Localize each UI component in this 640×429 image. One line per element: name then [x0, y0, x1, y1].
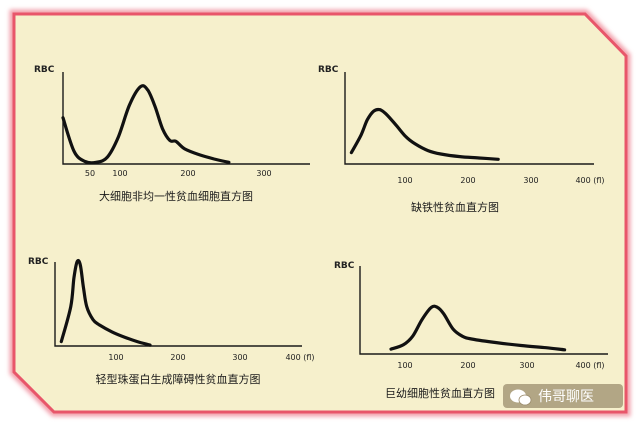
histogram-curve: [349, 107, 500, 161]
watermark-background: [503, 384, 623, 408]
x-tick-label: 200: [170, 353, 185, 362]
watermark: 伟哥聊医: [503, 384, 623, 408]
card-background: [12, 12, 628, 414]
chart-caption: 缺铁性贫血直方图: [411, 200, 499, 214]
histogram-curve: [61, 84, 231, 165]
x-tick-label: 300: [523, 176, 538, 185]
histogram-megaloblastic: RBC 100 200 300 400 (fl) 巨幼细胞性贫血直方图: [334, 261, 608, 400]
chart-caption: 大细胞非均一性贫血细胞直方图: [99, 189, 253, 203]
chart-caption: 轻型珠蛋白生成障碍性贫血直方图: [96, 372, 261, 386]
x-tick-label: 300: [519, 361, 534, 370]
axes: [344, 72, 594, 165]
histogram-macrocytic-heterogeneous: RBC 50 100 200 300 大细胞非均一性贫血细胞直方图: [34, 65, 310, 203]
x-tick-label: 50: [85, 169, 95, 178]
chart-caption: 巨幼细胞性贫血直方图: [385, 386, 495, 400]
wechat-icon: [510, 389, 532, 406]
histogram-thalassemia-minor: RBC 100 200 300 400 (fl) 轻型珠蛋白生成障碍性贫血直方图: [28, 257, 315, 386]
x-tick-labels: 100 200 300 400 (fl): [397, 176, 604, 185]
x-tick-label: 400 (fl): [575, 361, 604, 370]
x-tick-label: 100: [397, 176, 412, 185]
y-axis-label: RBC: [318, 65, 339, 75]
histogram-iron-deficiency: RBC 100 200 300 400 (fl) 缺铁性贫血直方图: [318, 65, 605, 214]
x-tick-label: 300: [256, 169, 271, 178]
y-axis-label: RBC: [28, 257, 49, 267]
x-tick-labels: 100 200 300 400 (fl): [108, 353, 314, 362]
y-axis-label: RBC: [334, 261, 355, 271]
y-axis-label: RBC: [34, 65, 55, 75]
axes: [359, 266, 608, 355]
axes: [54, 262, 302, 347]
x-tick-label: 100: [108, 353, 123, 362]
axes: [62, 72, 310, 165]
x-tick-labels: 50 100 200 300: [85, 169, 272, 178]
x-tick-label: 200: [460, 176, 475, 185]
x-tick-label: 400 (fl): [285, 353, 314, 362]
x-tick-labels: 100 200 300 400 (fl): [397, 361, 604, 370]
x-tick-label: 400 (fl): [575, 176, 604, 185]
histogram-curve: [389, 304, 567, 352]
x-tick-label: 200: [460, 361, 475, 370]
x-tick-label: 100: [397, 361, 412, 370]
x-tick-label: 200: [180, 169, 195, 178]
watermark-text: 伟哥聊医: [538, 389, 594, 405]
x-tick-label: 300: [232, 353, 247, 362]
x-tick-label: 100: [112, 169, 127, 178]
histogram-curve: [59, 258, 152, 347]
